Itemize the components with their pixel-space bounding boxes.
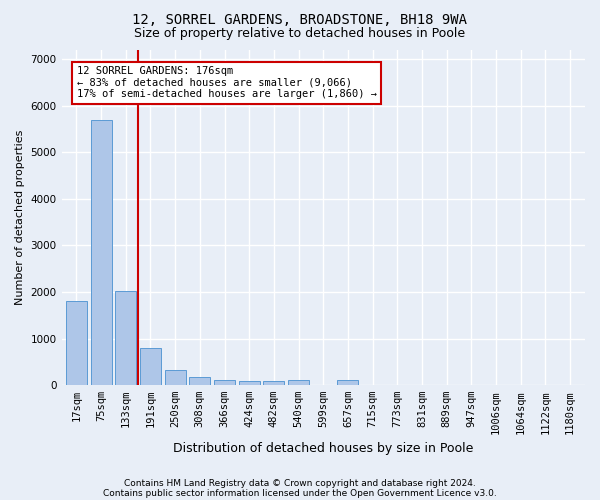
Text: Contains HM Land Registry data © Crown copyright and database right 2024.: Contains HM Land Registry data © Crown c… [124,478,476,488]
Bar [214,380,235,385]
Text: 12 SORREL GARDENS: 176sqm
← 83% of detached houses are smaller (9,066)
17% of se: 12 SORREL GARDENS: 176sqm ← 83% of detac… [77,66,377,100]
Y-axis label: Number of detached properties: Number of detached properties [15,130,25,305]
Bar [337,380,358,385]
Text: Contains public sector information licensed under the Open Government Licence v3: Contains public sector information licen… [103,488,497,498]
Bar [263,381,284,385]
Bar [66,302,87,385]
Bar [115,291,136,385]
Text: 12, SORREL GARDENS, BROADSTONE, BH18 9WA: 12, SORREL GARDENS, BROADSTONE, BH18 9WA [133,12,467,26]
Bar [190,377,211,385]
Text: Size of property relative to detached houses in Poole: Size of property relative to detached ho… [134,28,466,40]
Bar [91,120,112,385]
Bar [164,370,185,385]
Bar [288,380,309,385]
Bar [140,348,161,385]
Bar [239,381,260,385]
X-axis label: Distribution of detached houses by size in Poole: Distribution of detached houses by size … [173,442,473,455]
